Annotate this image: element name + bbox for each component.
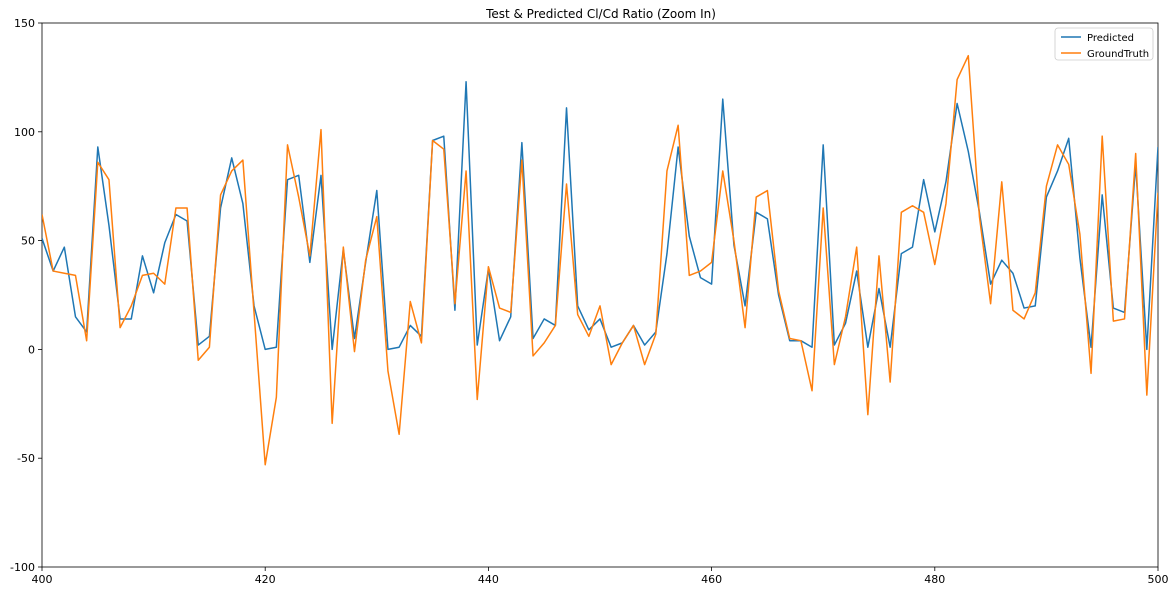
y-tick-label: -100 bbox=[10, 561, 35, 574]
legend-label-predicted: Predicted bbox=[1087, 33, 1134, 44]
axes: 400 420 440 460 480 500 -100 -50 0 50 100 150 bbox=[10, 17, 1168, 586]
x-tick-label: 420 bbox=[255, 573, 276, 586]
legend: Predicted GroundTruth bbox=[1054, 27, 1154, 61]
x-tick-label: 480 bbox=[924, 573, 945, 586]
plot-frame bbox=[41, 22, 1159, 568]
x-tick-label: 500 bbox=[1148, 573, 1169, 586]
x-tick-label: 440 bbox=[478, 573, 499, 586]
series-line-groundtruth bbox=[42, 54, 1158, 466]
plot-area bbox=[42, 54, 1158, 466]
x-tick-label: 460 bbox=[701, 573, 722, 586]
chart-title: Test & Predicted Cl/Cd Ratio (Zoom In) bbox=[485, 7, 716, 21]
y-tick-label: 0 bbox=[28, 343, 35, 356]
y-tick-label: 150 bbox=[14, 17, 35, 30]
x-tick-label: 400 bbox=[32, 573, 53, 586]
y-tick-label: 50 bbox=[21, 235, 35, 248]
y-tick-label: 100 bbox=[14, 126, 35, 139]
y-tick-label: -50 bbox=[17, 452, 35, 465]
legend-box bbox=[1054, 27, 1154, 61]
legend-label-groundtruth: GroundTruth bbox=[1087, 49, 1149, 60]
series-line-predicted bbox=[42, 81, 1158, 351]
